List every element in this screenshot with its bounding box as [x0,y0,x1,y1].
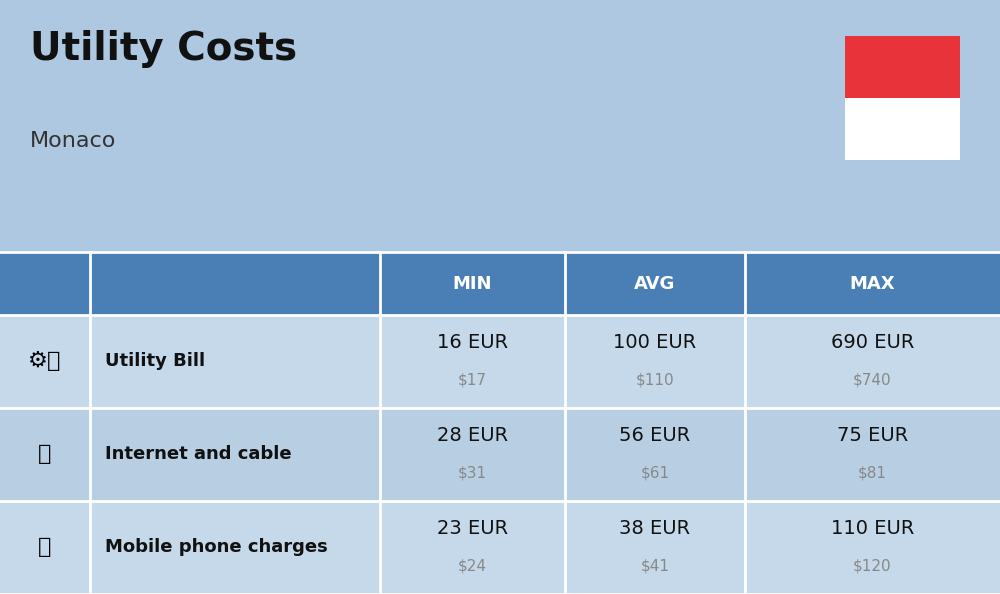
Text: $120: $120 [853,559,892,574]
Bar [0,252,1000,315]
Text: MIN: MIN [453,274,492,293]
Text: $740: $740 [853,373,892,388]
Text: $41: $41 [640,559,670,574]
Text: 23 EUR: 23 EUR [437,519,508,538]
Text: 28 EUR: 28 EUR [437,426,508,445]
Text: $81: $81 [858,466,887,481]
Text: Utility Costs: Utility Costs [30,30,297,68]
Text: 75 EUR: 75 EUR [837,426,908,445]
Bar [845,98,960,160]
Text: Utility Bill: Utility Bill [105,352,205,370]
Text: 56 EUR: 56 EUR [619,426,691,445]
Text: 16 EUR: 16 EUR [437,333,508,352]
Text: 110 EUR: 110 EUR [831,519,914,538]
Text: Monaco: Monaco [30,131,116,151]
Text: $17: $17 [458,373,487,388]
Text: 📶: 📶 [38,444,52,465]
Bar [0,315,1000,408]
Text: $61: $61 [640,466,670,481]
Text: Internet and cable: Internet and cable [105,446,292,463]
Bar [0,408,1000,501]
Text: ⚙🔌: ⚙🔌 [28,351,62,371]
Text: AVG: AVG [634,274,676,293]
Bar [845,36,960,98]
Text: 38 EUR: 38 EUR [619,519,691,538]
Bar [0,501,1000,594]
Text: Mobile phone charges: Mobile phone charges [105,539,328,557]
Text: 📱: 📱 [38,538,52,558]
Text: $24: $24 [458,559,487,574]
Text: 690 EUR: 690 EUR [831,333,914,352]
Text: $110: $110 [636,373,674,388]
Text: 100 EUR: 100 EUR [613,333,697,352]
Text: MAX: MAX [850,274,895,293]
Text: $31: $31 [458,466,487,481]
